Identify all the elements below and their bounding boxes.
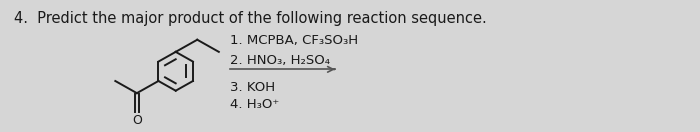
Text: 2. HNO₃, H₂SO₄: 2. HNO₃, H₂SO₄ — [230, 54, 330, 67]
Text: 4.  Predict the major product of the following reaction sequence.: 4. Predict the major product of the foll… — [14, 11, 487, 26]
Text: O: O — [132, 114, 142, 128]
Text: 1. MCPBA, CF₃SO₃H: 1. MCPBA, CF₃SO₃H — [230, 34, 358, 47]
Text: 4. H₃O⁺: 4. H₃O⁺ — [230, 98, 280, 112]
Text: 3. KOH: 3. KOH — [230, 81, 276, 94]
